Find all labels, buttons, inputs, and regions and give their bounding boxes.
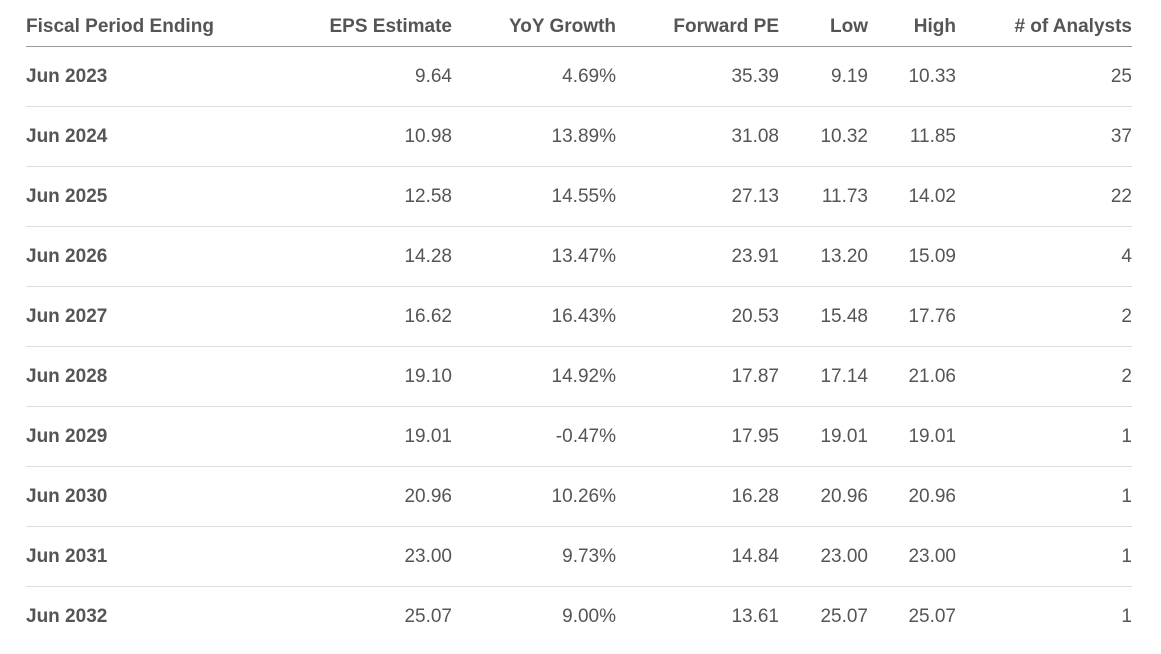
cell-yoy-growth: 13.89% (452, 106, 616, 167)
table-row: Jun 2032 25.07 9.00% 13.61 25.07 25.07 1 (26, 587, 1132, 647)
cell-fiscal-period: Jun 2031 (26, 526, 206, 587)
cell-high: 10.33 (868, 46, 956, 107)
cell-yoy-growth: 14.55% (452, 166, 616, 227)
cell-num-analysts: 37 (956, 106, 1132, 167)
cell-yoy-growth: 13.47% (452, 226, 616, 287)
cell-yoy-growth: 14.92% (452, 346, 616, 407)
header-low[interactable]: Low (779, 8, 868, 47)
cell-yoy-growth: 10.26% (452, 466, 616, 527)
cell-forward-pe: 27.13 (616, 166, 779, 227)
table-row: Jun 2030 20.96 10.26% 16.28 20.96 20.96 1 (26, 466, 1132, 527)
cell-forward-pe: 23.91 (616, 226, 779, 287)
cell-forward-pe: 35.39 (616, 46, 779, 107)
cell-fiscal-period: Jun 2029 (26, 406, 206, 467)
cell-num-analysts: 1 (956, 466, 1132, 527)
table-row: Jun 2027 16.62 16.43% 20.53 15.48 17.76 2 (26, 286, 1132, 347)
table-row: Jun 2029 19.01 -0.47% 17.95 19.01 19.01 1 (26, 406, 1132, 467)
cell-forward-pe: 17.87 (616, 346, 779, 407)
cell-low: 17.14 (779, 346, 868, 407)
cell-low: 19.01 (779, 406, 868, 467)
cell-eps-estimate: 19.01 (206, 406, 452, 467)
cell-eps-estimate: 25.07 (404, 605, 452, 627)
cell-num-analysts: 22 (956, 166, 1132, 227)
cell-eps-estimate: 9.64 (206, 46, 452, 107)
table-row: Jun 2031 23.00 9.73% 14.84 23.00 23.00 1 (26, 526, 1132, 587)
cell-forward-pe: 13.61 (731, 605, 779, 627)
cell-fiscal-period: Jun 2023 (26, 46, 206, 107)
cell-eps-estimate: 19.10 (206, 346, 452, 407)
cell-low: 9.19 (779, 46, 868, 107)
table-row: Jun 2026 14.28 13.47% 23.91 13.20 15.09 4 (26, 226, 1132, 287)
cell-high: 15.09 (868, 226, 956, 287)
cell-forward-pe: 20.53 (616, 286, 779, 347)
cell-eps-estimate: 14.28 (206, 226, 452, 287)
cell-num-analysts: 1 (956, 526, 1132, 587)
table-row: Jun 2023 9.64 4.69% 35.39 9.19 10.33 25 (26, 46, 1132, 107)
table-row: Jun 2025 12.58 14.55% 27.13 11.73 14.02 22 (26, 166, 1132, 227)
cell-high: 11.85 (868, 106, 956, 167)
cell-fiscal-period: Jun 2026 (26, 226, 206, 287)
eps-estimates-table: Fiscal Period Ending EPS Estimate YoY Gr… (26, 8, 1132, 646)
header-high[interactable]: High (868, 8, 956, 47)
header-row: Fiscal Period Ending EPS Estimate YoY Gr… (26, 8, 1132, 47)
header-forward-pe[interactable]: Forward PE (616, 8, 779, 47)
cell-yoy-growth: 16.43% (452, 286, 616, 347)
cell-low: 25.07 (820, 605, 868, 627)
cell-num-analysts: 1 (1121, 605, 1132, 627)
eps-estimates-table-container: Fiscal Period Ending EPS Estimate YoY Gr… (26, 8, 1132, 646)
cell-low: 11.73 (779, 166, 868, 227)
cell-high: 17.76 (868, 286, 956, 347)
cell-high: 19.01 (868, 406, 956, 467)
cell-high: 14.02 (868, 166, 956, 227)
cell-high: 25.07 (908, 605, 956, 627)
cell-fiscal-period: Jun 2032 (26, 605, 108, 627)
cell-fiscal-period: Jun 2027 (26, 286, 206, 347)
header-yoy-growth[interactable]: YoY Growth (452, 8, 616, 47)
cell-eps-estimate: 12.58 (206, 166, 452, 227)
cell-num-analysts: 25 (956, 46, 1132, 107)
cell-fiscal-period: Jun 2024 (26, 106, 206, 167)
cell-yoy-growth: 4.69% (452, 46, 616, 107)
cell-low: 23.00 (779, 526, 868, 587)
cell-num-analysts: 2 (956, 346, 1132, 407)
header-fiscal-period[interactable]: Fiscal Period Ending (26, 8, 214, 47)
cell-high: 21.06 (868, 346, 956, 407)
cell-low: 13.20 (779, 226, 868, 287)
cell-forward-pe: 16.28 (616, 466, 779, 527)
cell-forward-pe: 31.08 (616, 106, 779, 167)
cell-eps-estimate: 23.00 (206, 526, 452, 587)
cell-num-analysts: 2 (956, 286, 1132, 347)
cell-high: 23.00 (868, 526, 956, 587)
cell-low: 20.96 (779, 466, 868, 527)
cell-num-analysts: 1 (956, 406, 1132, 467)
header-eps-estimate[interactable]: EPS Estimate (206, 8, 452, 47)
cell-eps-estimate: 16.62 (206, 286, 452, 347)
cell-num-analysts: 4 (956, 226, 1132, 287)
cell-eps-estimate: 20.96 (206, 466, 452, 527)
cell-eps-estimate: 10.98 (206, 106, 452, 167)
header-num-analysts[interactable]: # of Analysts (956, 8, 1132, 47)
table-row: Jun 2024 10.98 13.89% 31.08 10.32 11.85 37 (26, 106, 1132, 167)
table-row: Jun 2028 19.10 14.92% 17.87 17.14 21.06 2 (26, 346, 1132, 407)
cell-high: 20.96 (868, 466, 956, 527)
table-header: Fiscal Period Ending EPS Estimate YoY Gr… (26, 8, 1132, 47)
cell-forward-pe: 14.84 (616, 526, 779, 587)
table-body: Jun 2023 9.64 4.69% 35.39 9.19 10.33 25 Jun 202… (26, 46, 1132, 647)
cell-fiscal-period: Jun 2030 (26, 466, 206, 527)
cell-low: 10.32 (779, 106, 868, 167)
cell-forward-pe: 17.95 (616, 406, 779, 467)
cell-fiscal-period: Jun 2025 (26, 166, 206, 227)
cell-fiscal-period: Jun 2028 (26, 346, 206, 407)
cell-yoy-growth: -0.47% (452, 406, 616, 467)
cell-yoy-growth: 9.00% (562, 605, 616, 627)
cell-yoy-growth: 9.73% (452, 526, 616, 587)
cell-low: 15.48 (779, 286, 868, 347)
